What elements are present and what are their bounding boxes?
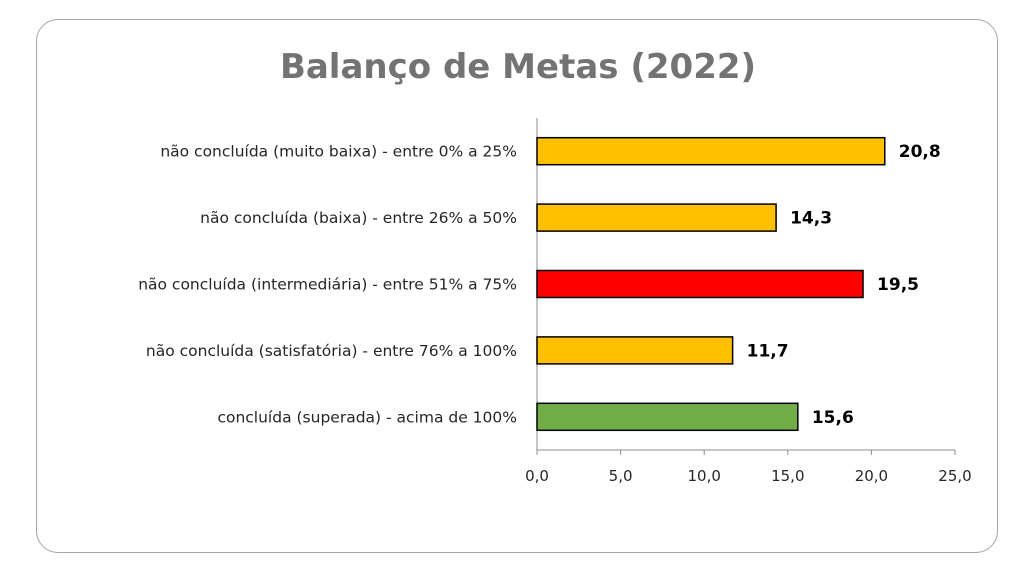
- x-tick-label: 10,0: [687, 467, 720, 485]
- category-label: não concluída (baixa) - entre 26% a 50%: [200, 209, 517, 227]
- data-label: 20,8: [899, 142, 941, 162]
- data-label: 11,7: [747, 341, 789, 361]
- data-label: 15,6: [812, 408, 854, 428]
- category-label: não concluída (satisfatória) - entre 76%…: [146, 342, 517, 360]
- x-tick-label: 15,0: [771, 467, 804, 485]
- bar: [536, 203, 777, 232]
- x-tick-label: 20,0: [855, 467, 888, 485]
- data-label: 14,3: [790, 209, 832, 229]
- data-label: 19,5: [877, 275, 919, 295]
- category-label: não concluída (intermediária) - entre 51…: [138, 276, 517, 294]
- bar: [536, 136, 886, 166]
- bar: [536, 402, 799, 432]
- x-tick-label: 5,0: [609, 467, 633, 485]
- bar: [536, 336, 734, 365]
- x-tick-label: 0,0: [525, 467, 549, 485]
- category-label: concluída (superada) - acima de 100%: [217, 408, 517, 426]
- chart-title: Balanço de Metas (2022): [280, 47, 756, 87]
- bar: [536, 269, 864, 299]
- x-tick-label: 25,0: [938, 467, 971, 485]
- category-label: não concluída (muito baixa) - entre 0% a…: [160, 143, 517, 161]
